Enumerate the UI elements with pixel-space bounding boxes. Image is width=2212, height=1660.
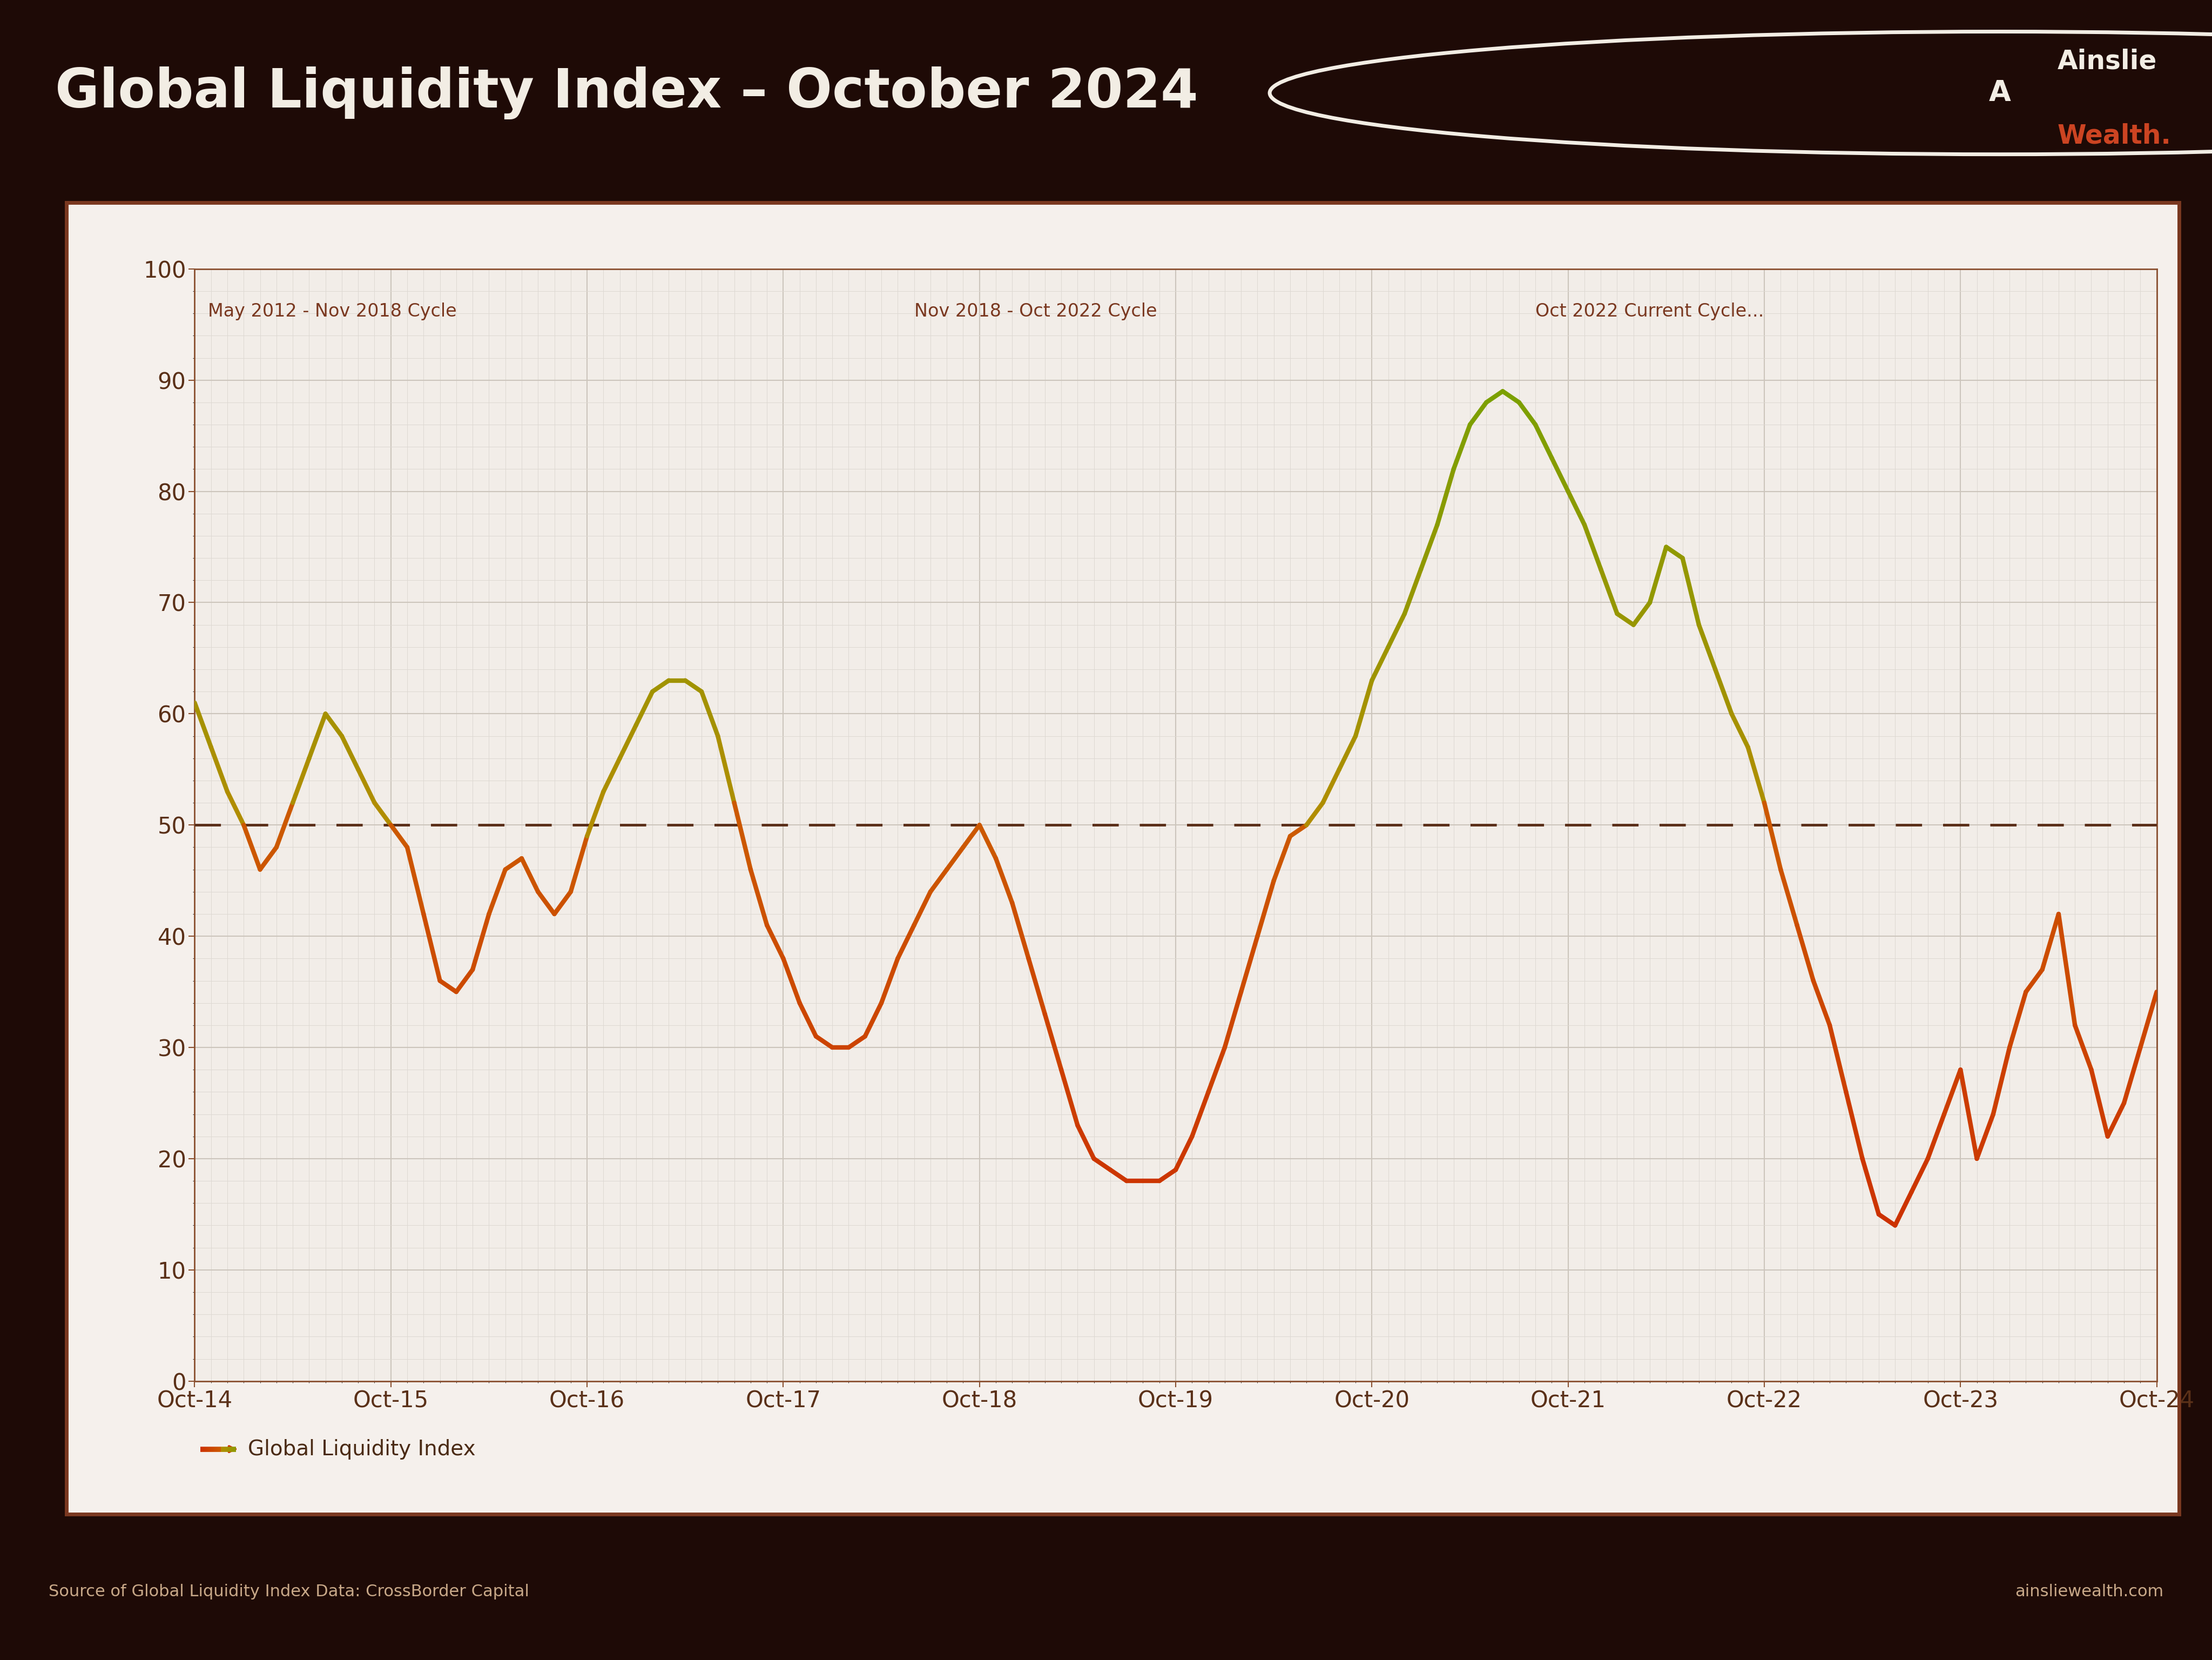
- Text: Oct 2022 Current Cycle...: Oct 2022 Current Cycle...: [1535, 302, 1763, 320]
- Text: Source of Global Liquidity Index Data: CrossBorder Capital: Source of Global Liquidity Index Data: C…: [49, 1584, 529, 1599]
- Text: Ainslie: Ainslie: [2057, 48, 2157, 75]
- Text: ainsliewealth.com: ainsliewealth.com: [2015, 1584, 2163, 1599]
- Text: A: A: [1989, 80, 2011, 106]
- Text: Nov 2018 - Oct 2022 Cycle: Nov 2018 - Oct 2022 Cycle: [914, 302, 1157, 320]
- Text: Wealth.: Wealth.: [2057, 123, 2170, 149]
- Text: Global Liquidity Index: Global Liquidity Index: [248, 1439, 476, 1459]
- Text: Global Liquidity Index – October 2024: Global Liquidity Index – October 2024: [55, 66, 1199, 120]
- Text: May 2012 - Nov 2018 Cycle: May 2012 - Nov 2018 Cycle: [208, 302, 456, 320]
